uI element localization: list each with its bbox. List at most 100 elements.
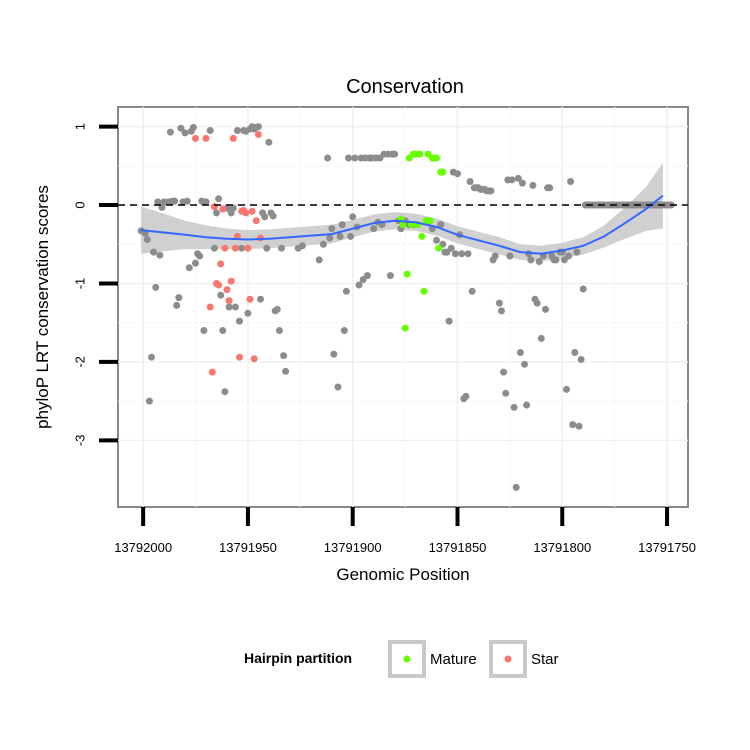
point-other [152,283,160,291]
x-tick-label: 13791800 [533,540,591,555]
point-other [498,307,505,315]
point-other [451,250,459,258]
point-other [391,150,399,158]
point-mature [433,154,440,162]
point-other [464,250,472,258]
x-tick-label: 13791850 [429,540,487,555]
point-other [231,303,239,311]
legend-dot-star [504,655,512,663]
point-other [573,248,581,256]
point-other [202,198,210,206]
point-mature [426,217,434,225]
point-other [468,287,476,295]
y-tick-label: 1 [72,123,87,130]
point-other [189,123,197,131]
legend-label-mature: Mature [430,651,477,668]
point-other [454,170,461,178]
axes: 13792000 13791950 13791900 13791850 13791800… [72,123,696,555]
point-other [183,197,191,205]
point-other [192,259,199,267]
point-star [206,303,214,311]
point-star [192,134,199,142]
point-other [363,272,371,280]
y-tick-label: -2 [72,356,87,368]
y-tick-label: -1 [72,278,87,290]
point-other [233,127,241,134]
point-star [210,203,218,211]
point-other [219,327,227,334]
point-other [495,299,503,307]
point-other [326,234,334,242]
point-other [351,154,359,162]
point-other [200,327,208,334]
point-other [569,421,577,429]
point-other [502,389,510,397]
x-axis-title: Genomic Position [336,565,469,584]
point-other [445,317,453,325]
point-star [231,244,239,252]
x-tick-label: 13792000 [114,540,172,555]
point-other [143,236,151,243]
point-other [145,397,153,405]
point-mature [399,221,407,229]
point-other [518,179,526,187]
point-other [437,221,445,229]
point-star [202,134,210,142]
point-mature [401,324,409,332]
point-other [355,281,363,289]
point-other [565,252,573,260]
point-other [487,187,495,195]
point-other [229,204,237,212]
point-other [269,212,277,220]
point-other [173,301,181,309]
legend: Hairpin partition Mature Star [244,640,559,678]
point-star [244,244,252,252]
point-other [500,368,508,376]
point-mature [435,244,443,252]
point-other [370,225,378,233]
point-other [563,385,570,393]
smooth-line-layer [140,194,664,255]
point-star [217,260,225,268]
point-other [217,291,225,299]
smooth-line [140,194,664,255]
point-other [347,232,355,240]
point-other [196,252,204,260]
point-star [225,297,233,305]
point-other [386,272,394,280]
point-other [575,422,583,430]
point-other [261,213,269,221]
point-star [215,281,223,289]
point-mature [416,150,424,158]
point-star [242,209,250,217]
point-other [571,349,579,356]
y-tick-label: -3 [72,435,87,447]
legend-label-star: Star [531,651,559,668]
x-tick-label: 13791950 [219,540,277,555]
legend-dot-mature [403,655,411,663]
point-other [330,350,338,358]
confidence-band-layer [141,162,663,262]
point-other [433,236,440,244]
point-other [345,154,352,162]
point-other [275,327,283,334]
point-star [219,205,227,213]
point-other [579,285,587,293]
point-other [257,295,264,303]
point-other [533,299,541,307]
point-other [349,213,357,221]
point-other [236,317,243,325]
point-other [210,244,218,252]
point-other [458,250,466,258]
point-other [491,252,499,260]
point-other [546,184,554,192]
point-star [208,368,216,376]
point-other [154,198,162,206]
point-other [466,178,474,185]
point-other [221,388,229,396]
point-other [336,232,344,240]
point-other [512,483,520,491]
point-other [514,174,522,182]
point-other [324,154,332,162]
